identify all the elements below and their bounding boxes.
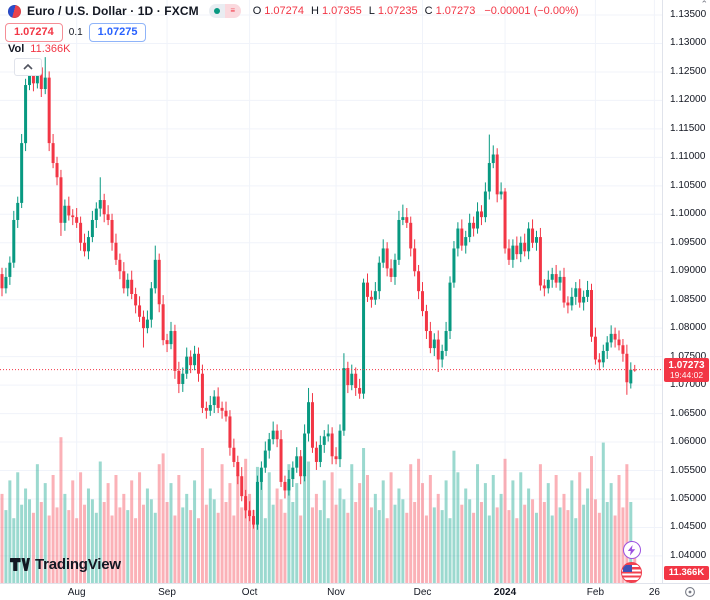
open-value: 1.07274 (264, 5, 305, 17)
spread-value: 0.1 (68, 27, 83, 38)
candlestick-volume-chart[interactable] (0, 0, 662, 583)
high-label: H (311, 5, 319, 17)
time-tick-label: 2024 (493, 587, 517, 598)
price-tick-label: 1.09000 (670, 265, 707, 277)
price-tick-label: 1.13500 (670, 9, 707, 20)
volume-tag: 11.366K (664, 566, 709, 580)
tradingview-wordmark: TradingView (35, 556, 121, 573)
time-tick-label: Dec (413, 587, 432, 598)
chevron-up-icon (23, 63, 33, 70)
change-value: −0.00001 (−0.00%) (484, 5, 579, 17)
sell-button[interactable]: 1.07274 (5, 23, 63, 42)
floating-icons (621, 541, 642, 583)
time-tick-label: Nov (327, 587, 345, 598)
price-tick-label: 1.11000 (670, 151, 706, 163)
notification-bars-icon: ≡ (224, 4, 241, 18)
price-tick-label: 1.04500 (670, 521, 707, 533)
price-tick-label: 1.10000 (670, 208, 707, 220)
axis-caret-icon[interactable]: ⌃ (700, 0, 708, 9)
time-tick-label: Sep (158, 587, 176, 598)
time-tick-label: Oct (241, 587, 258, 598)
low-value: 1.07235 (377, 5, 418, 17)
time-tick-label: 26 (648, 587, 660, 598)
time-tick-label: Feb (586, 587, 605, 598)
price-tick-label: 1.08500 (670, 293, 707, 305)
price-tick-label: 1.11500 (670, 122, 706, 134)
buy-button[interactable]: 1.07275 (88, 23, 147, 42)
trade-buttons-row: 1.07274 0.1 1.07275 (5, 23, 147, 42)
eurusd-pair-icon (8, 4, 21, 18)
symbol-title[interactable]: Euro / U.S. Dollar · 1D · FXCM (27, 4, 199, 18)
last-price-tag: 1.07273 19:44:02 (664, 357, 709, 382)
price-tick-label: 1.06500 (670, 407, 707, 419)
instant-trading-bolt-icon[interactable] (622, 541, 641, 559)
price-tick-label: 1.10500 (670, 179, 707, 191)
tradingview-logo[interactable]: TradingView (10, 556, 121, 573)
price-tick-label: 1.04000 (670, 549, 707, 561)
price-tick-label: 1.12500 (670, 65, 707, 77)
bar-countdown: 19:44:02 (669, 369, 704, 380)
collapse-legend-button[interactable] (14, 58, 42, 76)
open-label: O (252, 5, 262, 17)
volume-value: 11.366K (30, 43, 71, 55)
price-tick-label: 1.05000 (670, 492, 707, 504)
last-price-value: 1.07273 (668, 359, 705, 371)
price-tick-label: 1.07500 (670, 350, 707, 362)
price-tick-label: 1.13000 (670, 37, 707, 49)
price-tick-label: 1.06000 (670, 436, 707, 448)
market-status-pill[interactable]: ≡ (208, 4, 241, 18)
price-tick-label: 1.07000 (670, 379, 707, 391)
low-label: L (368, 5, 375, 17)
tradingview-mark-icon (10, 558, 30, 571)
volume-row: Vol 11.366K (8, 43, 70, 55)
market-open-dot-icon (208, 4, 225, 18)
chart-pane[interactable]: Euro / U.S. Dollar · 1D · FXCM ≡ O 1.0727… (0, 0, 662, 583)
us-flag-globe-icon[interactable] (621, 562, 642, 583)
high-value: 1.07355 (321, 5, 362, 17)
price-tick-label: 1.12000 (670, 94, 707, 106)
price-tick-label: 1.08000 (670, 322, 707, 334)
price-tick-label: 1.05500 (670, 464, 707, 476)
time-axis[interactable]: Aug Sep Oct Nov Dec 2024 Feb 26 (0, 583, 710, 600)
symbol-row: Euro / U.S. Dollar · 1D · FXCM ≡ O 1.0727… (8, 4, 579, 18)
ohlc-readout: O 1.07274 H 1.07355 L 1.07235 C 1.07273 −0.0… (253, 5, 579, 17)
time-tick-label: Aug (67, 587, 86, 598)
volume-label: Vol (8, 43, 25, 55)
close-label: C (424, 5, 433, 17)
price-tick-label: 1.09500 (670, 236, 707, 248)
scroll-to-realtime-icon[interactable] (684, 586, 696, 598)
close-value: 1.07273 (435, 5, 476, 17)
price-axis[interactable]: ⌃ 1.13500 1.13000 1.12500 1.12000 1.11500 1.1… (662, 0, 710, 583)
